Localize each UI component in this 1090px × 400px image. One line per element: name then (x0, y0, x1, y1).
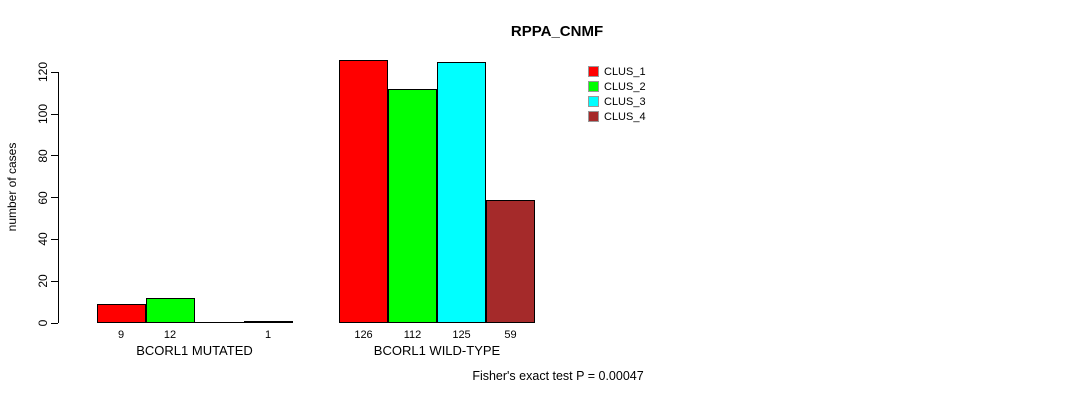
bar-clus-1-bcorl1-mutated (96, 304, 146, 323)
bar-value-label-clus-1-bcorl1-mutated: 9 (117, 329, 125, 341)
y-tick-label-20: 20 (36, 274, 50, 288)
y-tick-60 (51, 197, 58, 199)
legend-item-clus-1: CLUS_1 (588, 64, 646, 79)
y-axis-title: number of cases (5, 142, 19, 232)
group-label-bcorl1-wild-type: BCORL1 WILD-TYPE (373, 343, 501, 358)
legend-item-clus-3: CLUS_3 (588, 94, 646, 109)
legend-label-clus-4: CLUS_4 (604, 110, 646, 123)
y-tick-20 (51, 280, 58, 282)
group-label-bcorl1-mutated: BCORL1 MUTATED (136, 343, 253, 358)
bar-clus-4-bcorl1-mutated (243, 321, 293, 323)
legend-swatch-clus-3 (588, 96, 599, 107)
y-tick-0 (51, 322, 58, 324)
bar-value-label-clus-2-bcorl1-mutated: 12 (163, 329, 177, 341)
bar-clus-3-bcorl1-mutated (194, 322, 244, 323)
legend-item-clus-2: CLUS_2 (588, 79, 646, 94)
y-tick-label-0: 0 (36, 319, 50, 327)
bar-value-label-clus-2-bcorl1-wild-type: 112 (403, 329, 422, 341)
y-tick-label-120: 120 (36, 62, 50, 83)
bar-value-label-clus-4-bcorl1-wild-type: 59 (504, 329, 517, 341)
bar-clus-1-bcorl1-wild-type (339, 60, 388, 323)
y-tick-100 (51, 113, 58, 115)
legend: CLUS_1 CLUS_2 CLUS_3 CLUS_4 (588, 64, 646, 124)
legend-swatch-clus-4 (588, 111, 599, 122)
legend-swatch-clus-1 (588, 66, 599, 77)
y-tick-label-80: 80 (36, 149, 50, 163)
y-tick-label-40: 40 (36, 232, 50, 247)
bar-value-label-clus-1-bcorl1-wild-type: 126 (354, 329, 373, 341)
legend-label-clus-2: CLUS_2 (604, 80, 646, 93)
footnote-pvalue: Fisher's exact test P = 0.00047 (472, 369, 644, 383)
chart-title: RPPA_CNMF (510, 23, 604, 40)
legend-label-clus-1: CLUS_1 (604, 65, 646, 78)
legend-label-clus-3: CLUS_3 (604, 95, 646, 108)
bar-clus-2-bcorl1-wild-type (388, 89, 437, 323)
y-tick-label-60: 60 (36, 190, 50, 205)
y-axis-line (58, 72, 59, 323)
legend-item-clus-4: CLUS_4 (588, 109, 646, 124)
y-tick-40 (51, 238, 58, 240)
y-tick-120 (51, 71, 58, 73)
bar-value-label-clus-4-bcorl1-mutated: 1 (264, 329, 272, 341)
y-tick-label-100: 100 (36, 103, 50, 125)
y-tick-80 (51, 155, 58, 157)
bar-value-label-clus-3-bcorl1-wild-type: 125 (452, 329, 471, 341)
bar-clus-4-bcorl1-wild-type (486, 200, 535, 323)
bar-clus-2-bcorl1-mutated (145, 298, 195, 323)
bar-clus-3-bcorl1-wild-type (437, 62, 486, 323)
legend-swatch-clus-2 (588, 81, 599, 92)
